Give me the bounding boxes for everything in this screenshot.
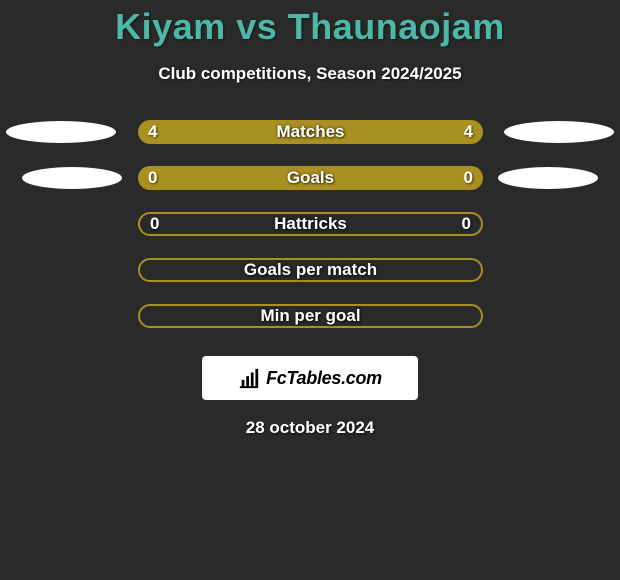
stat-bar: Goals 0 0 [138, 166, 483, 190]
player-oval-left [22, 167, 122, 189]
page-title: Kiyam vs Thaunaojam [0, 0, 620, 48]
stat-row: Matches 4 4 [0, 120, 620, 166]
stat-row: Min per goal [0, 304, 620, 350]
date-label: 28 october 2024 [0, 418, 620, 438]
stat-label: Matches [276, 122, 344, 142]
player-oval-left [6, 121, 116, 143]
stat-value-left: 0 [150, 214, 159, 234]
stat-bar: Goals per match [138, 258, 483, 282]
stat-value-right: 0 [464, 168, 473, 188]
stat-label: Min per goal [260, 306, 360, 326]
stat-bar: Matches 4 4 [138, 120, 483, 144]
source-logo: FcTables.com [202, 356, 418, 400]
logo-text: FcTables.com [266, 368, 382, 389]
stat-value-right: 0 [462, 214, 471, 234]
stat-value-left: 4 [148, 122, 157, 142]
stat-label: Goals [287, 168, 334, 188]
stat-row: Hattricks 0 0 [0, 212, 620, 258]
stat-label: Goals per match [244, 260, 377, 280]
player-oval-right [498, 167, 598, 189]
stat-label: Hattricks [274, 214, 347, 234]
stat-value-left: 0 [148, 168, 157, 188]
player-oval-right [504, 121, 614, 143]
stats-rows: Matches 4 4 Goals 0 0 Hattricks 0 0 Goals per mat… [0, 120, 620, 350]
subtitle: Club competitions, Season 2024/2025 [0, 64, 620, 84]
stat-row: Goals per match [0, 258, 620, 304]
stat-bar: Min per goal [138, 304, 483, 328]
stat-bar: Hattricks 0 0 [138, 212, 483, 236]
barchart-icon [238, 367, 260, 389]
stat-value-right: 4 [464, 122, 473, 142]
stat-row: Goals 0 0 [0, 166, 620, 212]
